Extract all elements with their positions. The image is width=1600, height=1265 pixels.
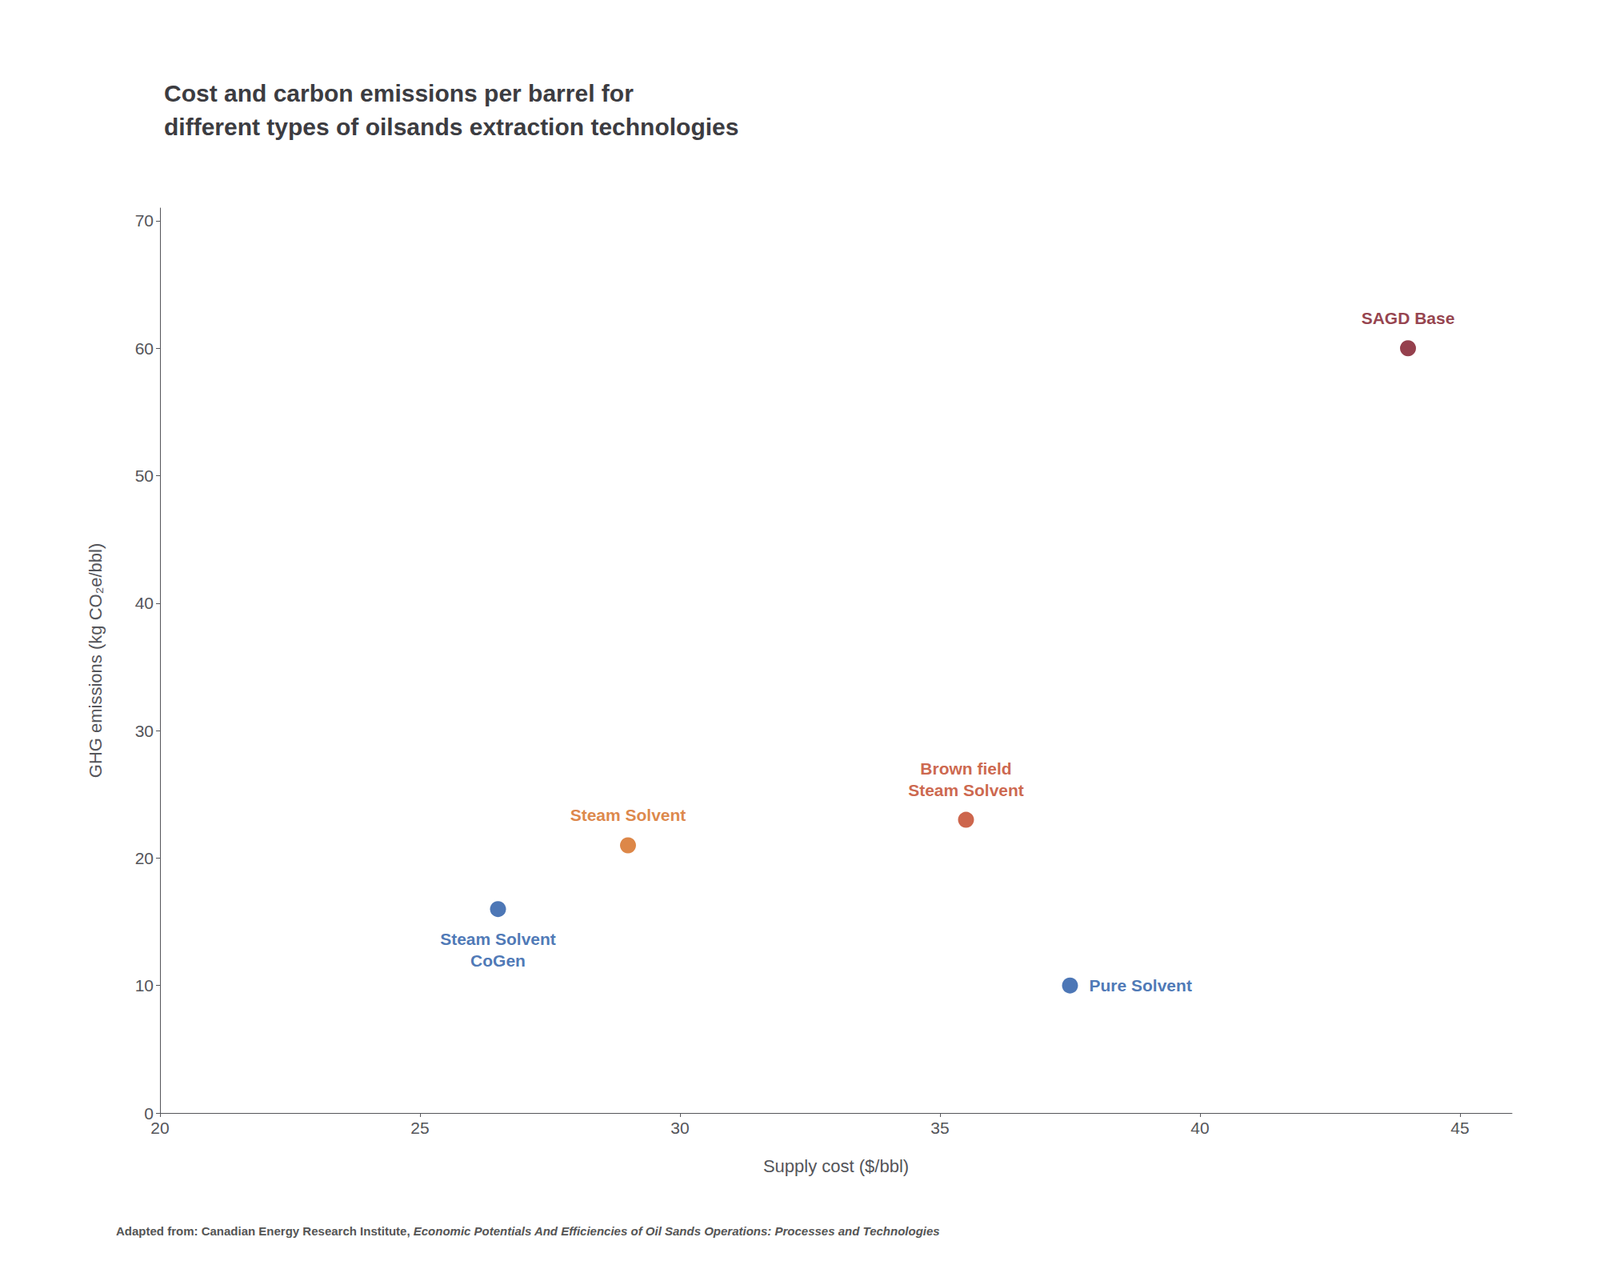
svg-text:10: 10 bbox=[135, 976, 154, 995]
svg-text:Steam Solvent: Steam Solvent bbox=[570, 805, 687, 824]
svg-text:25: 25 bbox=[410, 1118, 429, 1137]
svg-text:30: 30 bbox=[135, 721, 154, 740]
svg-text:GHG emissions (kg CO₂e/bbl): GHG emissions (kg CO₂e/bbl) bbox=[85, 543, 106, 778]
svg-text:50: 50 bbox=[135, 466, 154, 485]
svg-text:70: 70 bbox=[135, 211, 154, 230]
svg-text:35: 35 bbox=[930, 1118, 949, 1137]
svg-text:20: 20 bbox=[150, 1118, 169, 1137]
svg-text:0: 0 bbox=[144, 1103, 154, 1122]
svg-text:SAGD Base: SAGD Base bbox=[1361, 308, 1456, 328]
svg-text:Pure Solvent: Pure Solvent bbox=[1089, 976, 1192, 995]
svg-text:45: 45 bbox=[1450, 1118, 1469, 1137]
svg-text:Steam Solvent: Steam Solvent bbox=[908, 780, 1024, 800]
svg-text:different types of oilsands ex: different types of oilsands extraction t… bbox=[164, 113, 739, 140]
svg-text:40: 40 bbox=[1190, 1118, 1209, 1137]
svg-text:Steam Solvent: Steam Solvent bbox=[440, 929, 556, 948]
svg-text:Economic Potentials And Effici: Economic Potentials And Efficiencies of … bbox=[413, 1224, 940, 1238]
svg-text:Adapted from: Canadian Energy: Adapted from: Canadian Energy Research I… bbox=[116, 1224, 414, 1238]
svg-text:20: 20 bbox=[135, 848, 154, 868]
svg-text:Cost and carbon emissions per: Cost and carbon emissions per barrel for bbox=[164, 80, 634, 107]
svg-text:Supply cost ($/bbl): Supply cost ($/bbl) bbox=[763, 1156, 909, 1176]
svg-text:30: 30 bbox=[670, 1118, 689, 1137]
svg-text:CoGen: CoGen bbox=[470, 951, 526, 970]
svg-text:Brown field: Brown field bbox=[920, 759, 1012, 778]
svg-text:40: 40 bbox=[135, 593, 154, 612]
svg-text:60: 60 bbox=[135, 339, 154, 358]
